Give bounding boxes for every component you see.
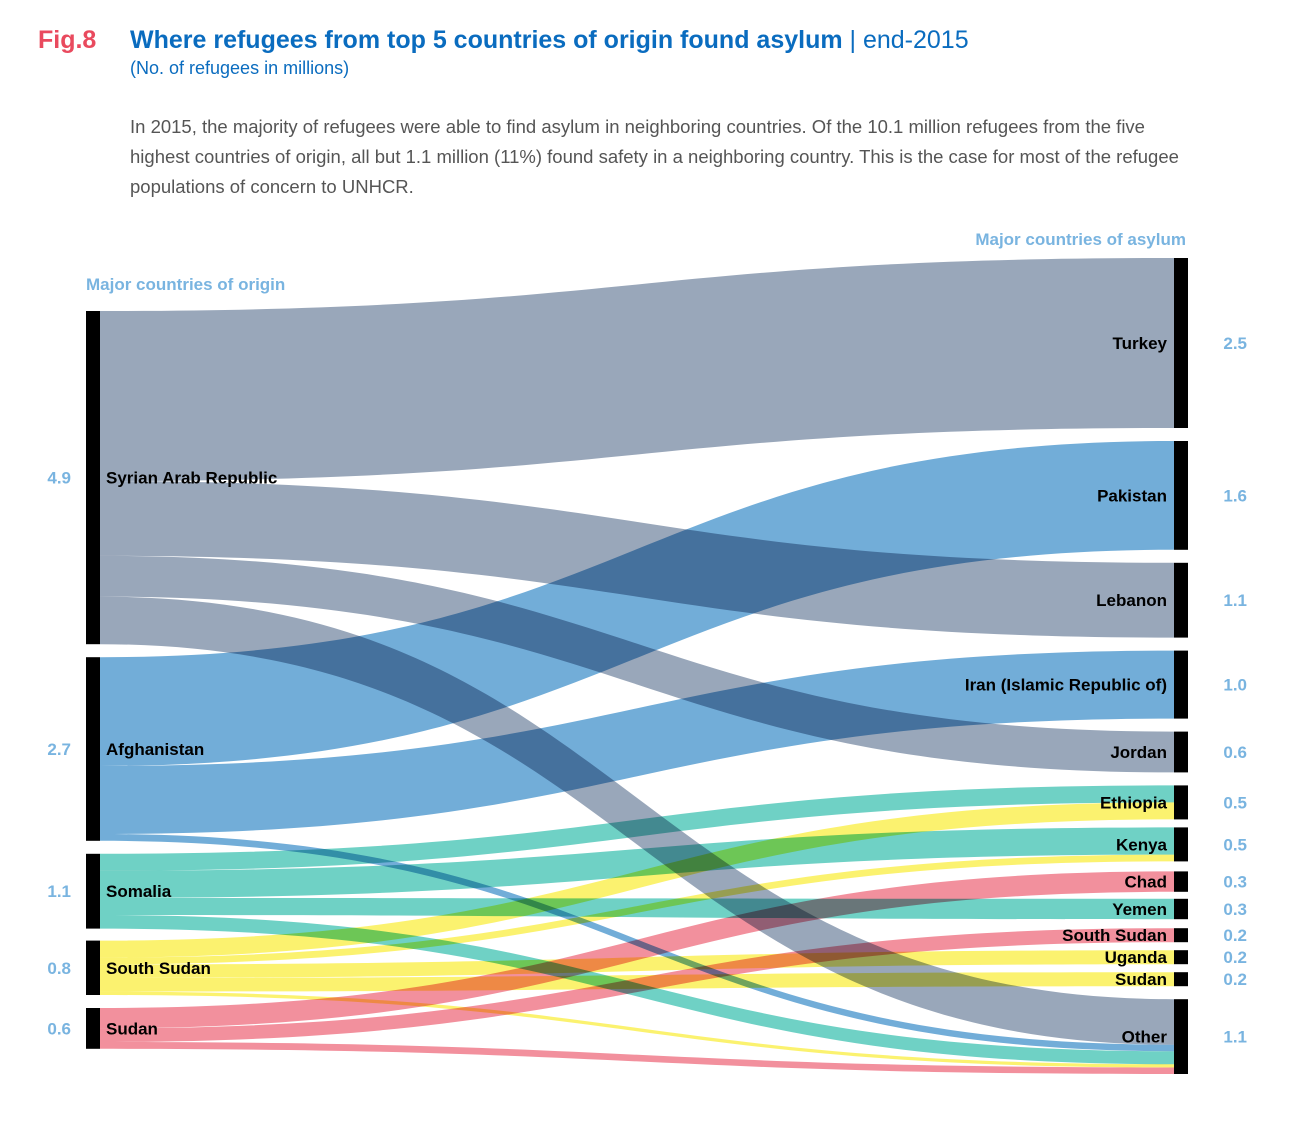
figure-number: Fig.8 — [38, 26, 97, 54]
chart-title-suffix: | end-2015 — [842, 26, 969, 54]
chart-title-main: Where refugees from top 5 countries of o… — [130, 26, 843, 54]
origin-label-syrian-arab-republic: Syrian Arab Republic — [106, 469, 277, 488]
asylum-label-lebanon: Lebanon — [1096, 591, 1167, 610]
chart-subtitle: (No. of refugees in millions) — [130, 58, 350, 78]
asylum-axis-header: Major countries of asylum — [975, 230, 1186, 249]
asylum-label-iran-islamic-republic-of: Iran (Islamic Republic of) — [965, 676, 1167, 695]
flow-syrian-arab-republic-to-turkey — [100, 258, 1174, 481]
asylum-label-south-sudan: South Sudan — [1062, 926, 1167, 945]
asylum-bar-uganda — [1174, 950, 1188, 965]
asylum-bar-sudan — [1174, 972, 1188, 987]
asylum-value-lebanon: 1.1 — [1223, 591, 1247, 610]
chart-title: Where refugees from top 5 countries of o… — [130, 26, 969, 55]
asylum-value-jordan: 0.6 — [1223, 743, 1247, 762]
asylum-bar-yemen — [1174, 898, 1188, 920]
origin-bar-syrian-arab-republic — [86, 311, 100, 645]
asylum-value-iran-islamic-republic-of: 1.0 — [1223, 676, 1247, 695]
asylum-value-chad: 0.3 — [1223, 873, 1247, 892]
asylum-bar-other — [1174, 999, 1188, 1074]
origin-value-syrian-arab-republic: 4.9 — [47, 469, 71, 488]
origin-bar-south-sudan — [86, 940, 100, 995]
flow-sudan-to-other — [100, 1042, 1174, 1074]
origin-label-sudan: Sudan — [106, 1019, 158, 1038]
flow-south-sudan-to-kenya — [100, 854, 1174, 965]
asylum-bar-jordan — [1174, 731, 1188, 773]
origin-value-south-sudan: 0.8 — [47, 959, 71, 978]
asylum-label-kenya: Kenya — [1116, 835, 1168, 854]
asylum-value-turkey: 2.5 — [1223, 334, 1247, 353]
nodes-layer: Syrian Arab Republic 4.9 Afghanistan 2.7 Som… — [47, 258, 1247, 1074]
asylum-bar-pakistan — [1174, 441, 1188, 550]
flow-afghanistan-to-iran-islamic-republic-of — [100, 650, 1174, 834]
flow-sudan-to-south-sudan — [100, 928, 1174, 1042]
asylum-label-jordan: Jordan — [1110, 743, 1167, 762]
origin-value-somalia: 1.1 — [47, 882, 71, 901]
asylum-label-turkey: Turkey — [1113, 334, 1168, 353]
origin-label-south-sudan: South Sudan — [106, 959, 211, 978]
asylum-bar-lebanon — [1174, 562, 1188, 638]
asylum-label-pakistan: Pakistan — [1097, 486, 1167, 505]
asylum-label-uganda: Uganda — [1105, 948, 1168, 967]
origin-bar-sudan — [86, 1008, 100, 1049]
origin-axis-header: Major countries of origin — [86, 275, 285, 294]
asylum-label-other: Other — [1122, 1028, 1168, 1047]
asylum-label-chad: Chad — [1125, 873, 1168, 892]
flow-somalia-to-kenya — [100, 827, 1174, 898]
flow-somalia-to-ethiopia — [100, 785, 1174, 871]
asylum-value-pakistan: 1.6 — [1223, 486, 1247, 505]
origin-label-afghanistan: Afghanistan — [106, 740, 204, 759]
asylum-value-yemen: 0.3 — [1223, 900, 1247, 919]
asylum-bar-iran-islamic-republic-of — [1174, 650, 1188, 719]
origin-bar-afghanistan — [86, 657, 100, 841]
asylum-value-ethiopia: 0.5 — [1223, 793, 1247, 812]
flow-south-sudan-to-ethiopia — [100, 802, 1174, 958]
asylum-bar-ethiopia — [1174, 785, 1188, 820]
asylum-bar-chad — [1174, 871, 1188, 892]
asylum-value-sudan: 0.2 — [1223, 970, 1247, 989]
origin-label-somalia: Somalia — [106, 882, 172, 901]
flow-south-sudan-to-other — [100, 991, 1174, 1068]
flows-layer — [100, 258, 1174, 1074]
asylum-bar-turkey — [1174, 258, 1188, 428]
origin-value-sudan: 0.6 — [47, 1019, 71, 1038]
origin-value-afghanistan: 2.7 — [47, 740, 71, 759]
asylum-bar-south-sudan — [1174, 928, 1188, 943]
flow-south-sudan-to-uganda — [100, 950, 1174, 978]
asylum-bar-kenya — [1174, 827, 1188, 862]
flow-sudan-to-chad — [100, 871, 1174, 1029]
asylum-value-south-sudan: 0.2 — [1223, 926, 1247, 945]
asylum-label-sudan: Sudan — [1115, 970, 1167, 989]
asylum-value-uganda: 0.2 — [1223, 948, 1247, 967]
asylum-value-other: 1.1 — [1223, 1028, 1247, 1047]
origin-bar-somalia — [86, 853, 100, 929]
asylum-label-ethiopia: Ethiopia — [1100, 793, 1168, 812]
asylum-label-yemen: Yemen — [1112, 900, 1167, 919]
flow-afghanistan-to-pakistan — [100, 441, 1174, 766]
asylum-value-kenya: 0.5 — [1223, 835, 1247, 854]
chart-description: In 2015, the majority of refugees were a… — [130, 116, 1179, 197]
